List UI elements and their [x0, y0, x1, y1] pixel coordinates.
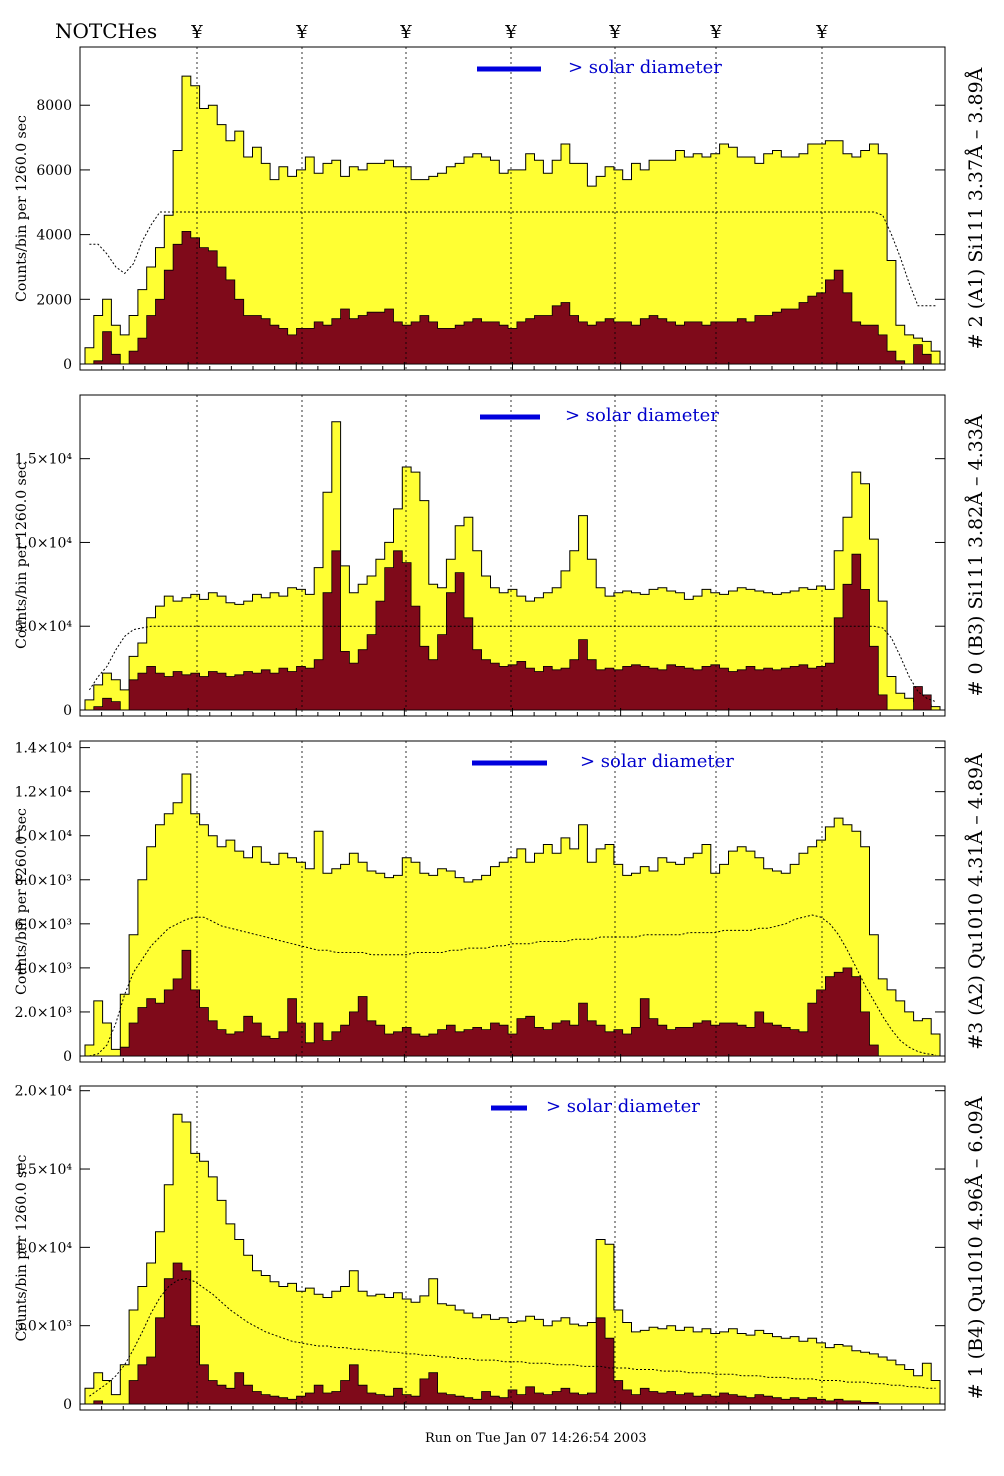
ytick-label: 2.0×10³: [15, 1005, 72, 1021]
ytick-label: 0: [63, 357, 72, 373]
notch-marker-2: ¥: [295, 22, 308, 43]
ytick-label: 1.0×10⁴: [15, 1240, 73, 1256]
panel-1: 0 2000 4000 6000 8000 Counts/bin per 1260.0 s…: [14, 46, 987, 373]
y-axis-label: Counts/bin per 1260.0 sec: [14, 115, 30, 302]
ytick-label: 1.2×10⁴: [15, 785, 73, 801]
ytick-label: 5.0×10³: [15, 1319, 72, 1335]
ytick-label: 6000: [36, 163, 72, 179]
solar-diameter-annotation: > solar diameter: [580, 751, 734, 772]
ytick-label: 2000: [36, 292, 72, 308]
histogram-total: [84, 421, 941, 711]
notch-marker-5: ¥: [608, 22, 621, 43]
y-axis-label: Counts/bin per 1260.0 sec: [14, 1154, 30, 1341]
panel-3: 0 2.0×10³ 4.0×10³ 6.0×10³ 8.0×10³ 1.0×10⁴ 1.2×…: [14, 740, 987, 1065]
ytick-label: 0: [63, 1397, 72, 1413]
notches-label: NOTCHes: [55, 19, 157, 43]
solar-diameter-annotation: > solar diameter: [546, 1096, 700, 1117]
ytick-label: 1.5×10⁴: [15, 452, 73, 468]
ytick-label: 2.0×10⁴: [15, 1084, 73, 1100]
histogram-dark: [85, 949, 940, 1057]
y-axis-label: Counts/bin per 1260.0 sec: [14, 808, 30, 995]
histogram-dark: [85, 550, 940, 711]
notch-marker-1: ¥: [190, 22, 203, 43]
notch-symbols: ¥ ¥ ¥ ¥ ¥ ¥ ¥: [190, 22, 828, 43]
ytick-label: 8.0×10³: [15, 873, 72, 889]
chart-panels: 0 2000 4000 6000 8000 Counts/bin per 1260.0 s…: [14, 46, 987, 1413]
notch-marker-6: ¥: [709, 22, 722, 43]
ytick-label: 0: [63, 703, 72, 719]
panel-title: # 2 (A1) Si111 3.37Å – 3.89Å: [965, 67, 987, 349]
panel-title: #3 (A2) Qu1010 4.31Å – 4.89Å: [965, 753, 987, 1050]
histogram-total: [84, 75, 941, 365]
ytick-label: 6.0×10³: [15, 917, 72, 933]
ytick-label: 5.0×10⁴: [15, 619, 73, 635]
panel-title: # 0 (B3) Si111 3.82Å – 4.33Å: [965, 414, 987, 696]
ytick-label: 1.4×10⁴: [15, 741, 73, 757]
ytick-label: 4.0×10³: [15, 961, 72, 977]
solar-diameter-annotation: > solar diameter: [565, 405, 719, 426]
histogram-total: [84, 1113, 941, 1405]
ytick-label: 1.0×10⁴: [15, 829, 73, 845]
histogram-total: [84, 773, 941, 1057]
panel-title: # 1 (B4) Qu1010 4.96Å – 6.09Å: [965, 1096, 987, 1399]
histogram-dark: [85, 1262, 940, 1405]
notch-marker-3: ¥: [399, 22, 412, 43]
run-info-footer: Run on Tue Jan 07 14:26:54 2003: [425, 1431, 647, 1446]
ytick-label: 8000: [36, 98, 72, 114]
smooth-model-curve: [89, 914, 936, 1057]
notch-marker-7: ¥: [815, 22, 828, 43]
histogram-dark: [85, 231, 940, 365]
notch-marker-4: ¥: [504, 22, 517, 43]
ytick-label: 4000: [36, 228, 72, 244]
smooth-model-curve: [89, 211, 936, 307]
y-axis-label: Counts/bin per 1260.0 sec: [14, 462, 30, 649]
smooth-model-curve: [88, 625, 936, 703]
panel-4: 0 5.0×10³ 1.0×10⁴ 1.5×10⁴ 2.0×10⁴ Counts/bin …: [14, 1084, 987, 1413]
solar-diameter-annotation: > solar diameter: [568, 57, 722, 78]
ytick-label: 1.0×10⁴: [15, 535, 73, 551]
ytick-label: 0: [63, 1049, 72, 1065]
ytick-label: 1.5×10⁴: [15, 1162, 73, 1178]
